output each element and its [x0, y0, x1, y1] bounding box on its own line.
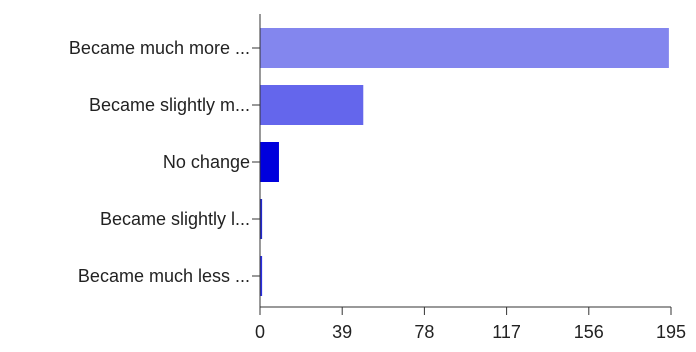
- x-tick-label-4: 156: [574, 322, 604, 342]
- x-tick-label-2: 78: [414, 322, 434, 342]
- x-tick-label-1: 39: [332, 322, 352, 342]
- category-label-0: Became much more ...: [69, 38, 250, 58]
- category-label-1: Became slightly m...: [89, 95, 250, 115]
- category-label-4: Became much less ...: [78, 266, 250, 286]
- bar-4: [260, 256, 263, 296]
- x-tick-label-5: 195: [656, 322, 686, 342]
- category-labels: Became much more ... Became slightly m...…: [69, 38, 250, 286]
- x-axis: 0 39 78 117 156 195: [252, 14, 686, 342]
- x-tick-label-0: 0: [255, 322, 265, 342]
- bar-0: [260, 28, 669, 68]
- x-tick-label-3: 117: [492, 322, 521, 342]
- bars-group: [260, 28, 669, 296]
- category-label-3: Became slightly l...: [100, 209, 250, 229]
- bar-1: [260, 85, 364, 125]
- bar-3: [260, 199, 263, 239]
- bar-2: [260, 142, 279, 182]
- category-label-2: No change: [163, 152, 250, 172]
